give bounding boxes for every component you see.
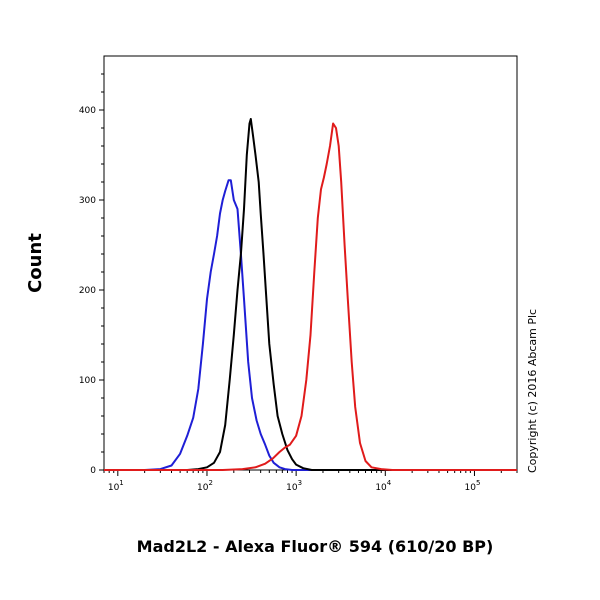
y-tick-label: 200	[79, 286, 96, 296]
series-line-3	[104, 122, 517, 471]
y-tick-label: 300	[79, 196, 96, 206]
x-tick-label: 103	[286, 479, 302, 493]
y-axis: 0 100 200 300 400	[79, 73, 104, 476]
x-tick-label: 101	[108, 479, 124, 493]
series-line-1	[104, 179, 517, 471]
y-tick-label: 100	[79, 376, 96, 386]
x-tick-label: 105	[464, 479, 480, 493]
series-layer	[104, 118, 517, 471]
x-axis-title: Mad2L2 - Alexa Fluor® 594 (610/20 BP)	[137, 537, 494, 556]
series-line-2	[104, 118, 517, 471]
y-tick-label: 400	[79, 106, 96, 116]
y-tick-label: 0	[90, 466, 96, 476]
y-axis-title: Count	[25, 233, 46, 293]
x-axis: 101 102 103 104 105	[103, 470, 518, 493]
plot-frame	[103, 55, 518, 471]
copyright-text: Copyright (c) 2016 Abcam Plc	[526, 309, 539, 473]
x-tick-label: 102	[197, 479, 213, 493]
x-tick-label: 104	[375, 479, 391, 493]
